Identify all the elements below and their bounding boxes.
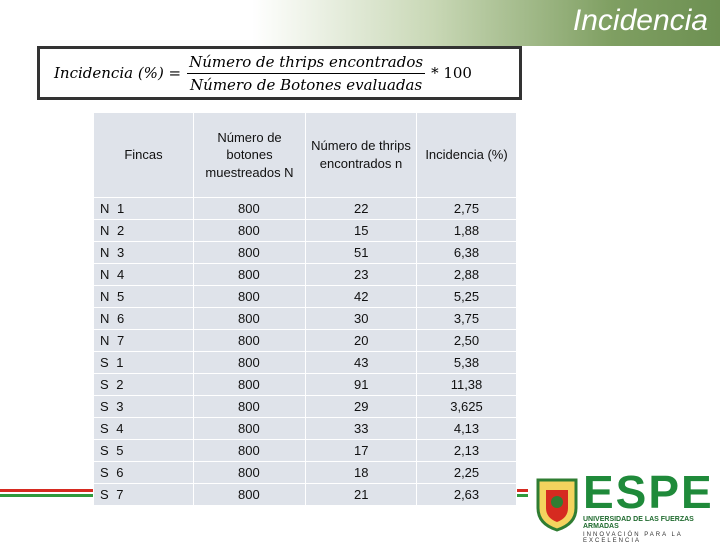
table-cell: 33 bbox=[305, 417, 417, 440]
table-cell: N 5 bbox=[93, 285, 194, 308]
header-row: Fincas Número de botones muestreados N Núm… bbox=[93, 112, 517, 198]
table-row: S 4 800 33 4,13 bbox=[93, 417, 517, 440]
table-cell: 22 bbox=[305, 197, 417, 220]
red-stripe bbox=[0, 489, 93, 492]
table-row: S 1 800 43 5,38 bbox=[93, 351, 517, 374]
table-cell: 800 bbox=[193, 439, 306, 462]
table-cell: 2,13 bbox=[416, 439, 517, 462]
table-cell: 800 bbox=[193, 219, 306, 242]
table-cell: 2,75 bbox=[416, 197, 517, 220]
table-cell: 15 bbox=[305, 219, 417, 242]
multiplier: * 100 bbox=[431, 64, 472, 82]
table-cell: 17 bbox=[305, 439, 417, 462]
logo-university: UNIVERSIDAD DE LAS FUERZAS ARMADAS bbox=[583, 516, 694, 530]
red-stripe bbox=[512, 489, 528, 492]
table-cell: 800 bbox=[193, 395, 306, 418]
table-cell: 2,25 bbox=[416, 461, 517, 484]
formula: Incidencia (%) = Número de thrips encont… bbox=[37, 46, 522, 100]
table-cell: N 6 bbox=[93, 307, 194, 330]
denominator: Número de Botones evaluadas bbox=[190, 75, 423, 94]
table-cell: 2,63 bbox=[416, 483, 517, 505]
fraction: Número de thrips encontrados Número de B… bbox=[187, 53, 426, 94]
table-row: S 2 800 91 11,38 bbox=[93, 373, 517, 396]
table-cell: 42 bbox=[305, 285, 417, 308]
logo-emblem bbox=[536, 478, 578, 532]
table-cell: 800 bbox=[193, 307, 306, 330]
table-cell: 21 bbox=[305, 483, 417, 505]
table-cell: 2,88 bbox=[416, 263, 517, 286]
green-stripe bbox=[512, 494, 528, 497]
logo: ESPE UNIVERSIDAD DE LAS FUERZAS ARMADAS … bbox=[583, 466, 720, 544]
table-cell: 43 bbox=[305, 351, 417, 374]
table-cell: S 6 bbox=[93, 461, 194, 484]
table-cell: 5,38 bbox=[416, 351, 517, 374]
table-cell: 800 bbox=[193, 461, 306, 484]
table-cell: 800 bbox=[193, 351, 306, 374]
table-cell: 800 bbox=[193, 241, 306, 264]
table-cell: N 4 bbox=[93, 263, 194, 286]
table-cell: S 2 bbox=[93, 373, 194, 396]
table-cell: 2,50 bbox=[416, 329, 517, 352]
table-cell: 29 bbox=[305, 395, 417, 418]
table-cell: S 3 bbox=[93, 395, 194, 418]
table-row: N 1 800 22 2,75 bbox=[93, 197, 517, 220]
table-cell: S 7 bbox=[93, 483, 194, 505]
table-cell: 91 bbox=[305, 373, 417, 396]
table-cell: 3,75 bbox=[416, 307, 517, 330]
table-cell: 5,25 bbox=[416, 285, 517, 308]
column-header: Incidencia (%) bbox=[416, 112, 517, 198]
table-cell: 800 bbox=[193, 329, 306, 352]
table-cell: 800 bbox=[193, 417, 306, 440]
table-cell: 4,13 bbox=[416, 417, 517, 440]
table-cell: N 7 bbox=[93, 329, 194, 352]
green-stripe bbox=[0, 494, 93, 497]
logo-name: ESPE bbox=[583, 466, 714, 518]
data-table: Fincas Número de botones muestreados N Núm… bbox=[93, 112, 517, 505]
table-row: S 6 800 18 2,25 bbox=[93, 461, 517, 484]
formula-lhs: Incidencia (%) = bbox=[54, 64, 182, 82]
table-cell: 800 bbox=[193, 263, 306, 286]
table-cell: 1,88 bbox=[416, 219, 517, 242]
table-row: N 3 800 51 6,38 bbox=[93, 241, 517, 264]
table-row: S 3 800 29 3,625 bbox=[93, 395, 517, 418]
table-cell: S 4 bbox=[93, 417, 194, 440]
table-cell: 11,38 bbox=[416, 373, 517, 396]
table-cell: N 2 bbox=[93, 219, 194, 242]
table-cell: 800 bbox=[193, 285, 306, 308]
table-cell: 3,625 bbox=[416, 395, 517, 418]
table-cell: 30 bbox=[305, 307, 417, 330]
table-row: N 2 800 15 1,88 bbox=[93, 219, 517, 242]
table-row: S 5 800 17 2,13 bbox=[93, 439, 517, 462]
column-header: Número de botones muestreados N bbox=[193, 112, 306, 198]
numerator: Número de thrips encontrados bbox=[187, 53, 426, 74]
logo-motto: INNOVACIÓN PARA LA EXCELENCIA bbox=[583, 532, 683, 544]
table-cell: 800 bbox=[193, 197, 306, 220]
table-cell: 18 bbox=[305, 461, 417, 484]
table-cell: N 3 bbox=[93, 241, 194, 264]
slide-title: Incidencia bbox=[572, 4, 708, 37]
table-row: N 6 800 30 3,75 bbox=[93, 307, 517, 330]
banner bbox=[0, 0, 720, 46]
table-cell: 51 bbox=[305, 241, 417, 264]
table-row: N 7 800 20 2,50 bbox=[93, 329, 517, 352]
shield-center bbox=[551, 496, 563, 508]
column-header: Fincas bbox=[93, 112, 194, 198]
table-cell: 6,38 bbox=[416, 241, 517, 264]
table-row: N 4 800 23 2,88 bbox=[93, 263, 517, 286]
table-cell: 20 bbox=[305, 329, 417, 352]
column-header: Número de thrips encontrados n bbox=[305, 112, 417, 198]
table-row: S 7 800 21 2,63 bbox=[93, 483, 517, 505]
table-cell: S 5 bbox=[93, 439, 194, 462]
table-row: N 5 800 42 5,25 bbox=[93, 285, 517, 308]
table-cell: 800 bbox=[193, 483, 306, 505]
table-cell: N 1 bbox=[93, 197, 194, 220]
table-cell: S 1 bbox=[93, 351, 194, 374]
table-cell: 23 bbox=[305, 263, 417, 286]
table-cell: 800 bbox=[193, 373, 306, 396]
